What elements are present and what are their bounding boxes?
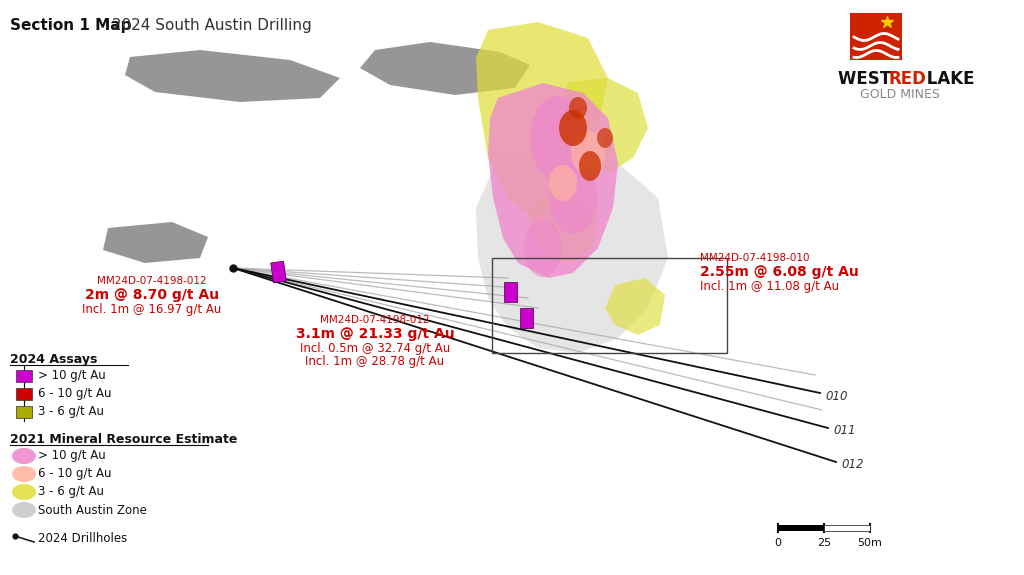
Ellipse shape	[12, 484, 36, 500]
Text: 010: 010	[825, 389, 848, 402]
Text: WEST: WEST	[838, 70, 897, 88]
Ellipse shape	[559, 110, 587, 146]
Polygon shape	[488, 83, 618, 278]
Ellipse shape	[12, 466, 36, 482]
Text: 012: 012	[841, 458, 863, 472]
Text: > 10 g/t Au: > 10 g/t Au	[38, 370, 105, 382]
Text: 6 - 10 g/t Au: 6 - 10 g/t Au	[38, 388, 112, 401]
Polygon shape	[528, 193, 598, 263]
Text: 3 - 6 g/t Au: 3 - 6 g/t Au	[38, 485, 104, 499]
Text: MM24D-07-4198-012: MM24D-07-4198-012	[321, 315, 430, 325]
Text: 2024 South Austin Drilling: 2024 South Austin Drilling	[106, 18, 311, 33]
Ellipse shape	[524, 219, 562, 277]
Text: 6 - 10 g/t Au: 6 - 10 g/t Au	[38, 467, 112, 481]
Text: Incl. 1m @ 28.78 g/t Au: Incl. 1m @ 28.78 g/t Au	[305, 355, 444, 368]
Text: Incl. 1m @ 11.08 g/t Au: Incl. 1m @ 11.08 g/t Au	[700, 280, 839, 293]
Bar	[824, 525, 870, 531]
Bar	[520, 308, 534, 328]
Bar	[504, 282, 517, 302]
Text: GOLD MINES: GOLD MINES	[860, 88, 940, 101]
Polygon shape	[103, 222, 208, 263]
Ellipse shape	[571, 131, 605, 175]
Text: 2024 Assays: 2024 Assays	[10, 353, 97, 366]
Bar	[778, 525, 824, 531]
Text: LAKE: LAKE	[921, 70, 975, 88]
Ellipse shape	[12, 502, 36, 518]
Ellipse shape	[12, 448, 36, 464]
Ellipse shape	[530, 96, 586, 180]
Polygon shape	[563, 78, 648, 173]
Text: 011: 011	[833, 424, 855, 438]
Text: 2021 Mineral Resource Estimate: 2021 Mineral Resource Estimate	[10, 433, 238, 446]
Ellipse shape	[549, 165, 577, 201]
Bar	[270, 261, 287, 283]
Text: 2m @ 8.70 g/t Au: 2m @ 8.70 g/t Au	[85, 288, 219, 302]
Text: > 10 g/t Au: > 10 g/t Au	[38, 450, 105, 462]
Ellipse shape	[569, 97, 587, 119]
Text: MM24D-07-4198-012: MM24D-07-4198-012	[97, 276, 207, 286]
Text: Incl. 1m @ 16.97 g/t Au: Incl. 1m @ 16.97 g/t Au	[82, 303, 221, 316]
Bar	[16, 388, 32, 400]
Bar	[492, 258, 727, 353]
Ellipse shape	[597, 128, 613, 148]
Ellipse shape	[549, 162, 597, 234]
Text: 25: 25	[817, 538, 831, 548]
Text: 50m: 50m	[857, 538, 883, 548]
Text: 3 - 6 g/t Au: 3 - 6 g/t Au	[38, 405, 104, 419]
Ellipse shape	[579, 151, 601, 181]
Text: 2024 Drillholes: 2024 Drillholes	[38, 532, 127, 546]
Bar	[16, 370, 32, 382]
Bar	[850, 13, 902, 60]
Text: Section 1 Map: Section 1 Map	[10, 18, 131, 33]
Text: 3.1m @ 21.33 g/t Au: 3.1m @ 21.33 g/t Au	[296, 327, 455, 341]
Text: 2.55m @ 6.08 g/t Au: 2.55m @ 6.08 g/t Au	[700, 265, 859, 279]
Polygon shape	[360, 42, 530, 95]
Polygon shape	[125, 50, 340, 102]
Polygon shape	[476, 148, 668, 353]
Text: 0: 0	[774, 538, 781, 548]
Polygon shape	[605, 278, 665, 335]
Text: RED: RED	[889, 70, 927, 88]
Text: Incl. 0.5m @ 32.74 g/t Au: Incl. 0.5m @ 32.74 g/t Au	[300, 342, 451, 355]
Text: South Austin Zone: South Austin Zone	[38, 504, 146, 516]
Text: MM24D-07-4198-010: MM24D-07-4198-010	[700, 253, 810, 263]
Polygon shape	[476, 22, 608, 218]
Bar	[16, 406, 32, 418]
